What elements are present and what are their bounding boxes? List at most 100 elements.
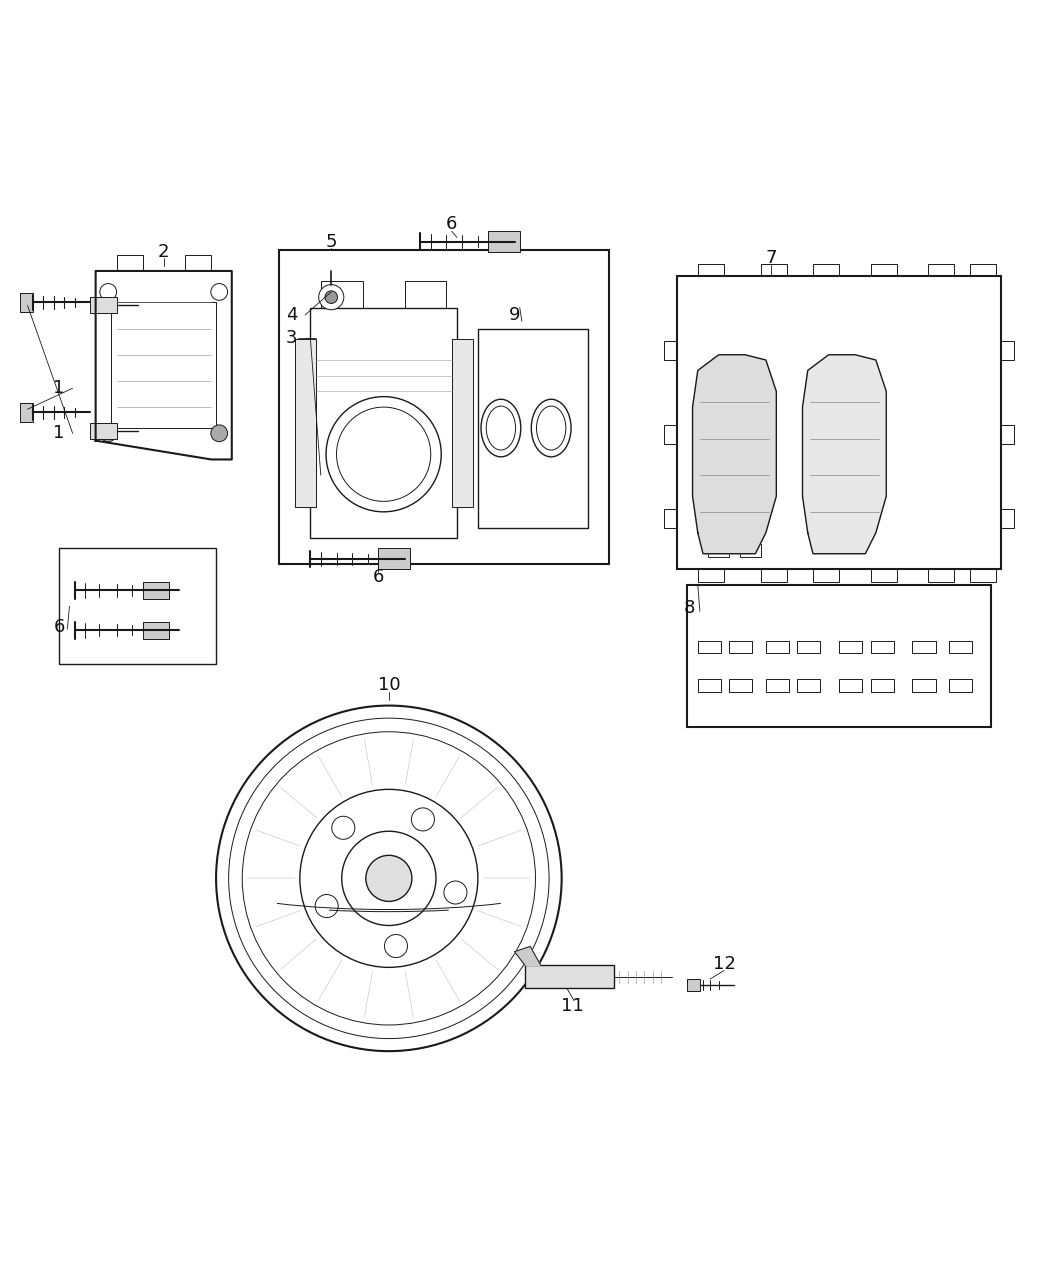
Bar bbox=[20, 293, 33, 312]
Bar bbox=[111, 302, 216, 428]
Bar bbox=[709, 366, 729, 379]
Bar bbox=[870, 680, 894, 692]
Bar bbox=[949, 680, 972, 692]
Bar bbox=[665, 425, 677, 444]
Bar bbox=[928, 264, 954, 277]
Bar bbox=[688, 979, 700, 992]
Bar bbox=[677, 277, 1002, 570]
Bar bbox=[452, 339, 472, 506]
Bar bbox=[870, 570, 897, 581]
Text: 9: 9 bbox=[509, 306, 521, 324]
Bar bbox=[478, 329, 588, 528]
Bar bbox=[765, 640, 789, 653]
Bar bbox=[665, 509, 677, 528]
Text: 1: 1 bbox=[54, 379, 65, 398]
Circle shape bbox=[341, 831, 436, 926]
Bar bbox=[698, 640, 721, 653]
Bar bbox=[143, 622, 169, 639]
Ellipse shape bbox=[531, 399, 571, 456]
Bar bbox=[321, 282, 362, 307]
Bar bbox=[970, 570, 996, 581]
Ellipse shape bbox=[537, 405, 566, 450]
Ellipse shape bbox=[486, 405, 516, 450]
Circle shape bbox=[216, 705, 562, 1051]
Bar bbox=[698, 570, 723, 581]
Bar bbox=[729, 680, 752, 692]
Circle shape bbox=[315, 895, 338, 918]
Bar bbox=[813, 264, 839, 277]
Bar bbox=[813, 570, 839, 581]
Bar bbox=[698, 680, 721, 692]
Bar bbox=[739, 544, 760, 557]
Circle shape bbox=[336, 407, 430, 501]
Circle shape bbox=[319, 284, 343, 310]
Circle shape bbox=[365, 856, 412, 901]
Bar bbox=[311, 307, 457, 538]
Bar bbox=[729, 640, 752, 653]
Text: 11: 11 bbox=[561, 997, 584, 1015]
Text: 12: 12 bbox=[713, 955, 735, 973]
Text: 1: 1 bbox=[54, 425, 65, 442]
Bar bbox=[525, 965, 614, 988]
Circle shape bbox=[229, 718, 549, 1039]
Circle shape bbox=[412, 808, 435, 831]
Bar bbox=[20, 403, 33, 422]
Bar bbox=[1002, 509, 1014, 528]
Bar bbox=[760, 264, 786, 277]
Bar bbox=[90, 423, 117, 439]
Bar bbox=[839, 640, 862, 653]
Text: 6: 6 bbox=[373, 567, 384, 585]
Bar bbox=[970, 264, 996, 277]
Circle shape bbox=[327, 397, 441, 511]
Bar bbox=[378, 548, 410, 570]
Bar bbox=[90, 297, 117, 312]
Bar bbox=[709, 544, 729, 557]
Text: 2: 2 bbox=[158, 244, 169, 261]
Circle shape bbox=[326, 291, 337, 303]
Bar bbox=[488, 231, 520, 252]
Circle shape bbox=[243, 732, 536, 1025]
Text: 4: 4 bbox=[286, 306, 297, 324]
Text: 6: 6 bbox=[54, 618, 65, 636]
Bar bbox=[59, 548, 216, 664]
Bar bbox=[295, 339, 316, 506]
Bar bbox=[797, 640, 820, 653]
Bar bbox=[1002, 342, 1014, 360]
Ellipse shape bbox=[481, 399, 521, 456]
Text: 6: 6 bbox=[446, 215, 458, 233]
Bar bbox=[143, 581, 169, 599]
Circle shape bbox=[384, 935, 407, 958]
Bar bbox=[912, 640, 936, 653]
Bar bbox=[739, 366, 760, 379]
Bar bbox=[279, 250, 609, 565]
Bar bbox=[688, 585, 991, 727]
Bar bbox=[698, 264, 723, 277]
Polygon shape bbox=[802, 354, 886, 553]
Text: 3: 3 bbox=[286, 329, 297, 347]
Bar bbox=[797, 680, 820, 692]
Bar bbox=[185, 255, 211, 272]
Bar bbox=[870, 640, 894, 653]
Polygon shape bbox=[514, 946, 541, 965]
Bar bbox=[912, 680, 936, 692]
Text: 8: 8 bbox=[684, 599, 695, 617]
Circle shape bbox=[332, 816, 355, 839]
Bar bbox=[839, 680, 862, 692]
Bar bbox=[765, 680, 789, 692]
Bar bbox=[665, 342, 677, 360]
Circle shape bbox=[300, 789, 478, 968]
Circle shape bbox=[211, 425, 228, 441]
Circle shape bbox=[100, 425, 117, 441]
Bar bbox=[949, 640, 972, 653]
Circle shape bbox=[100, 283, 117, 301]
Text: 10: 10 bbox=[378, 676, 400, 694]
Polygon shape bbox=[693, 354, 776, 553]
Text: 5: 5 bbox=[326, 232, 337, 251]
Bar bbox=[928, 570, 954, 581]
Bar bbox=[1002, 425, 1014, 444]
Bar bbox=[117, 255, 143, 272]
Circle shape bbox=[444, 881, 467, 904]
Bar bbox=[870, 264, 897, 277]
Text: 7: 7 bbox=[765, 250, 777, 268]
Bar bbox=[760, 570, 786, 581]
